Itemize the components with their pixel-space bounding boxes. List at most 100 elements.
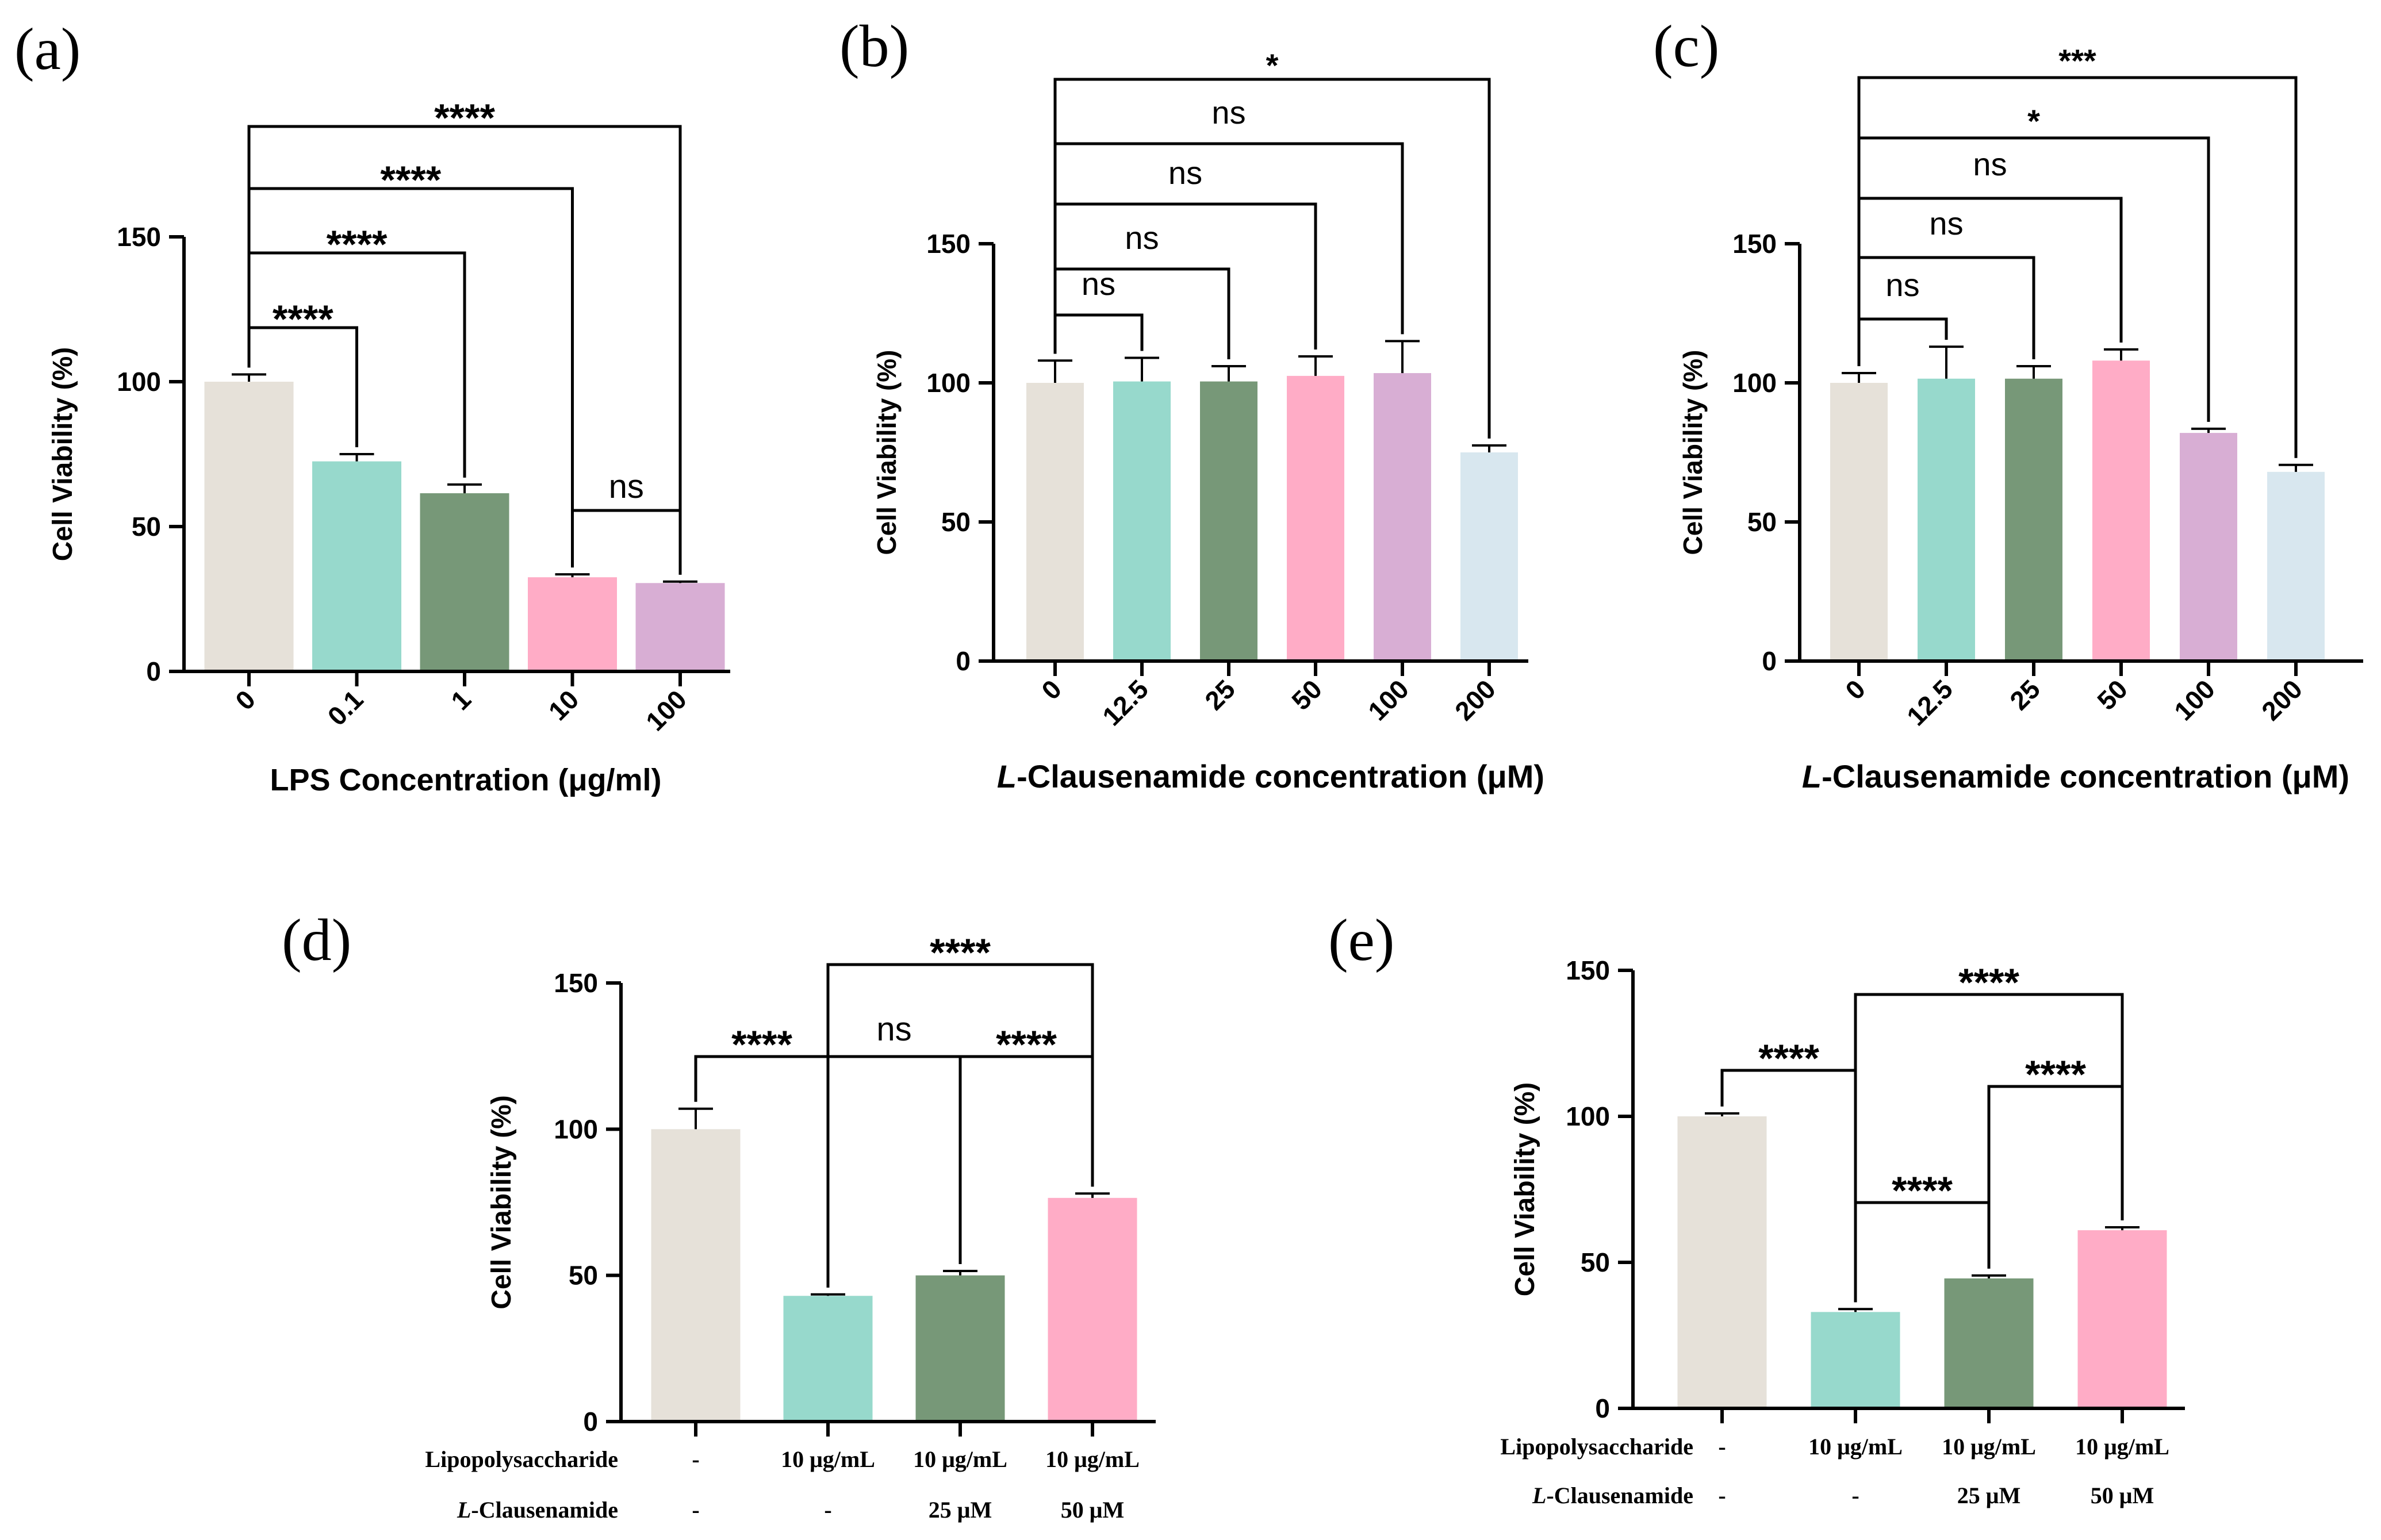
y-tick-label: 0 — [1595, 1393, 1610, 1423]
bar-0 — [1026, 383, 1084, 661]
x-tick-label: 25 — [1199, 674, 1241, 716]
significance-bracket — [826, 963, 1094, 1288]
row-cell: 10 μg/mL — [2075, 1434, 2169, 1460]
y-axis-label: Cell Viability (%) — [872, 350, 902, 555]
panel-label: (c) — [1653, 13, 1719, 79]
x-axis-label: L-Clausenamide concentration (μM) — [1802, 758, 2349, 794]
y-axis-label: Cell Viability (%) — [1510, 1082, 1540, 1297]
y-tick-label: 0 — [583, 1407, 598, 1437]
row-cell: 25 μM — [1957, 1483, 2020, 1508]
x-axis-label: LPS Concentration (μg/ml) — [270, 763, 661, 797]
bar-3 — [1944, 1278, 2034, 1408]
y-tick-label: 50 — [1747, 507, 1777, 537]
bar-1 — [420, 493, 509, 671]
bar-0 — [1830, 383, 1888, 661]
row-label: L-Clausenamide — [1532, 1483, 1693, 1508]
ns-label: ns — [609, 468, 644, 505]
x-tick-label: 1 — [445, 684, 477, 716]
row-cell: 50 μM — [2091, 1483, 2154, 1508]
row-label-text: Lipopolysaccharide — [425, 1446, 618, 1472]
x-axis-label-text: LPS Concentration (μg/ml) — [270, 763, 661, 797]
row-cell: - — [1718, 1434, 1726, 1460]
x-tick-label: 10 — [543, 684, 585, 726]
bar-1 — [651, 1129, 741, 1422]
panel-label: (d) — [282, 907, 351, 973]
x-tick-label: 50 — [2091, 674, 2133, 716]
row-label-italic: L — [1532, 1483, 1546, 1508]
y-tick-label: 150 — [1566, 955, 1610, 985]
bar-4 — [1048, 1197, 1137, 1422]
bar-2 — [783, 1296, 873, 1422]
significance-bracket — [247, 187, 574, 568]
y-tick-label: 100 — [117, 367, 161, 397]
row-cell: 10 μg/mL — [1808, 1434, 1903, 1460]
row-cell: 25 μM — [929, 1497, 992, 1523]
bar-100 — [2180, 433, 2237, 661]
y-tick-label: 50 — [941, 507, 971, 537]
significance-bracket — [1854, 993, 2124, 1303]
y-tick-label: 100 — [554, 1114, 598, 1144]
row-label-italic: L — [457, 1497, 471, 1523]
significance-label: *** — [2058, 43, 2096, 79]
panel-label: (b) — [839, 13, 909, 79]
row-cell: 50 μM — [1061, 1497, 1124, 1523]
bar-100 — [1374, 373, 1431, 661]
bar-0 — [204, 382, 294, 671]
row-cell: 10 μg/mL — [781, 1446, 875, 1472]
bar-200 — [2267, 471, 2325, 661]
panel-label: (a) — [14, 16, 80, 82]
significance-bracket — [247, 125, 682, 575]
row-label: L-Clausenamide — [457, 1497, 618, 1523]
x-tick-label: 100 — [640, 684, 692, 736]
y-tick-label: 50 — [569, 1261, 598, 1291]
y-tick-label: 0 — [146, 656, 161, 686]
x-tick-label: 12.5 — [1901, 674, 1958, 731]
significance-label: **** — [930, 931, 991, 974]
y-tick-label: 100 — [926, 368, 971, 398]
x-tick-label: 200 — [2256, 674, 2308, 726]
significance-label: **** — [1958, 961, 2019, 1004]
y-axis-label: Cell Viability (%) — [1678, 350, 1708, 555]
bar-12.5 — [1113, 381, 1171, 661]
y-tick-label: 0 — [1762, 646, 1777, 676]
x-tick-label: 25 — [2004, 674, 2046, 716]
y-tick-label: 0 — [956, 646, 971, 676]
bar-4 — [2077, 1230, 2167, 1408]
x-tick-label: 0.1 — [322, 684, 369, 731]
y-tick-label: 50 — [132, 512, 161, 542]
x-axis-label-text: -Clausenamide concentration (μM) — [1822, 758, 2349, 794]
significance-label: * — [2027, 103, 2040, 139]
panel-label: (e) — [1328, 907, 1394, 973]
bar-0.1 — [312, 461, 401, 671]
bar-2 — [1811, 1312, 1900, 1408]
panel-e: (e) 0 50 100 150 Cell Viability (%) Lipopolysa… — [1328, 907, 2185, 1508]
significance-label: **** — [380, 158, 441, 202]
significance-label: **** — [2025, 1053, 2086, 1096]
y-tick-label: 100 — [1566, 1101, 1610, 1131]
significance-bracket — [571, 509, 682, 575]
row-cell: - — [1718, 1483, 1726, 1508]
panel-b: (b) 0 50 100 150 Cell Viability (%) 0 12.5 25 50 1… — [839, 13, 1544, 794]
row-label-text: -Clausenamide — [1546, 1483, 1693, 1508]
significance-label: **** — [434, 96, 495, 140]
y-tick-label: 50 — [1581, 1247, 1610, 1277]
significance-label: **** — [731, 1023, 792, 1066]
x-tick-label: 0 — [1839, 674, 1871, 705]
row-label: Lipopolysaccharide — [425, 1446, 618, 1472]
x-tick-label: 0 — [229, 684, 261, 716]
bar-10 — [528, 577, 617, 671]
panel-a: (a) 0 50 100 150 Cell Viability (%) 0 0.1 1 10 100… — [14, 16, 730, 797]
ns-label: ns — [1125, 220, 1159, 256]
x-axis-label: L-Clausenamide concentration (μM) — [997, 758, 1544, 794]
significance-bracket — [1857, 76, 2298, 458]
bar-50 — [1287, 375, 1344, 661]
ns-label: ns — [1082, 266, 1115, 302]
y-tick-label: 150 — [117, 222, 161, 252]
bar-25 — [1200, 381, 1257, 661]
x-axis-label-text: -Clausenamide concentration (μM) — [1017, 758, 1544, 794]
x-tick-label: 12.5 — [1096, 674, 1154, 731]
y-tick-label: 100 — [1732, 368, 1777, 398]
significance-label: * — [1266, 47, 1279, 83]
x-tick-label: 100 — [2168, 674, 2221, 726]
